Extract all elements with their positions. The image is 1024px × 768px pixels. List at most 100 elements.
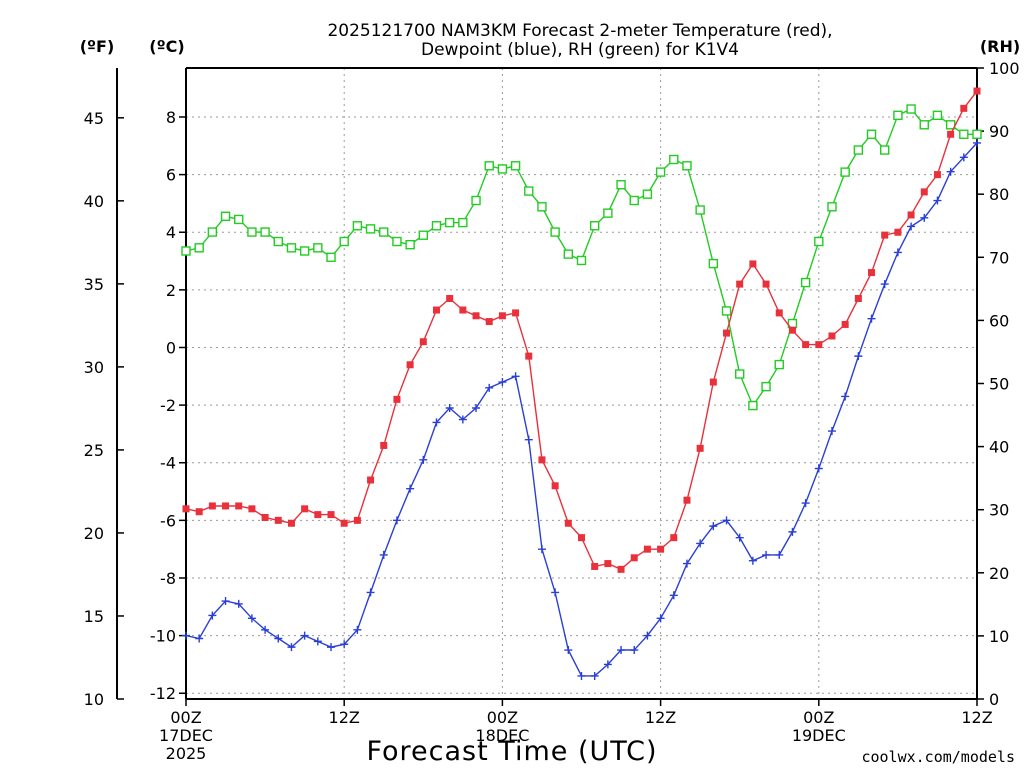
rh-point — [458, 217, 468, 228]
x-tick-label: 12Z — [329, 708, 360, 727]
rh-point — [721, 306, 732, 316]
dewpoint-point — [854, 352, 863, 361]
rh-point — [444, 217, 455, 228]
temperature-point — [643, 545, 651, 553]
x-tick-label: 12Z — [961, 708, 992, 727]
temperature-point — [393, 395, 401, 403]
x-tick-sublabel: 19DEC — [792, 726, 846, 745]
temperature-point — [920, 188, 928, 196]
dewpoint-point — [762, 550, 771, 559]
fahrenheit-tick-label: 30 — [84, 358, 104, 377]
temperature-point — [802, 341, 810, 349]
temperature-point — [287, 519, 295, 527]
temperature-line — [185, 90, 978, 571]
grid-lines — [186, 68, 977, 699]
dewpoint-point — [893, 248, 902, 257]
rh-point — [800, 277, 811, 288]
rh-point — [682, 161, 692, 171]
rh-point — [972, 129, 982, 139]
temperature-point — [459, 306, 467, 314]
dewpoint-point — [841, 392, 850, 401]
fahrenheit-tick-label: 45 — [84, 109, 104, 128]
dewpoint-point — [524, 435, 533, 444]
dewpoint-point — [643, 631, 652, 640]
dewpoint-point — [445, 403, 454, 412]
temperature-point — [604, 560, 612, 568]
watermark-text: coolwx.com/models — [861, 748, 1015, 766]
rh-point — [814, 236, 824, 247]
temperature-point — [498, 312, 506, 320]
temperature-point — [564, 519, 572, 527]
rh-point — [524, 186, 534, 196]
temperature-point — [432, 306, 440, 314]
dewpoint-point — [630, 646, 639, 655]
rh-point — [550, 227, 560, 237]
temperature-point — [340, 519, 348, 527]
celsius-tick-label: -10 — [150, 627, 176, 646]
rh-tick-label: 70 — [989, 248, 1009, 267]
temperature-point — [723, 329, 731, 337]
rh-point — [471, 195, 481, 206]
temperature-point — [208, 502, 216, 510]
x-tick-label: 12Z — [645, 708, 676, 727]
rh-point — [299, 246, 310, 256]
dewpoint-point — [775, 550, 784, 559]
rh-point — [352, 221, 363, 231]
rh-point — [616, 180, 626, 190]
temperature-point — [828, 332, 836, 340]
rh-point — [576, 255, 587, 266]
rh-point — [748, 400, 758, 411]
fahrenheit-tick-label: 10 — [84, 690, 104, 709]
rh-point — [379, 227, 389, 237]
rh-point — [326, 252, 336, 263]
tick-labels: -12-10-8-6-4-202468101520253035404501020… — [84, 59, 1020, 763]
temperature-point — [696, 444, 704, 452]
fahrenheit-unit-label: (ºF) — [80, 37, 115, 56]
rh-point — [181, 246, 191, 256]
rh-point — [919, 120, 929, 130]
rh-point — [339, 236, 349, 247]
rh-tick-label: 30 — [989, 501, 1009, 520]
temperature-point — [538, 456, 546, 464]
dewpoint-point — [577, 671, 586, 680]
rh-point — [774, 359, 784, 370]
rh-tick-label: 80 — [989, 185, 1009, 204]
dewpoint-point — [880, 280, 889, 289]
temperature-point — [775, 309, 783, 317]
rh-point — [695, 205, 705, 215]
series-group — [181, 87, 982, 680]
dewpoint-point — [432, 418, 441, 427]
rh-tick-label: 20 — [989, 564, 1009, 583]
dewpoint-point — [327, 643, 336, 652]
rh-point — [932, 110, 943, 121]
temperature-point — [235, 502, 243, 510]
temperature-point — [657, 545, 665, 553]
dewpoint-point — [287, 643, 296, 652]
dewpoint-point — [617, 646, 626, 655]
rh-tick-label: 50 — [989, 375, 1009, 394]
dewpoint-point — [511, 372, 520, 381]
dewpoint-point — [564, 646, 573, 655]
rh-tick-label: 10 — [989, 627, 1009, 646]
dewpoint-point — [920, 213, 929, 222]
dewpoint-line — [185, 142, 978, 677]
fahrenheit-tick-label: 35 — [84, 275, 104, 294]
celsius-tick-label: 4 — [166, 223, 176, 242]
temperature-point — [525, 352, 533, 360]
rh-point — [642, 189, 653, 199]
dewpoint-point — [682, 559, 691, 568]
rh-tick-label: 40 — [989, 438, 1009, 457]
temperature-point — [261, 513, 269, 521]
dewpoint-point — [735, 533, 744, 542]
dewpoint-point — [208, 611, 217, 620]
rh-unit-label: (RH) — [980, 37, 1020, 56]
temperature-point — [854, 295, 862, 303]
temperature-point — [868, 269, 876, 277]
temperature-point — [578, 534, 585, 542]
temperature-point — [446, 295, 454, 303]
dewpoint-point — [788, 527, 797, 536]
x-axis-title: Forecast Time (UTC) — [366, 736, 657, 767]
temperature-point — [762, 280, 770, 288]
temperature-point — [314, 511, 322, 519]
